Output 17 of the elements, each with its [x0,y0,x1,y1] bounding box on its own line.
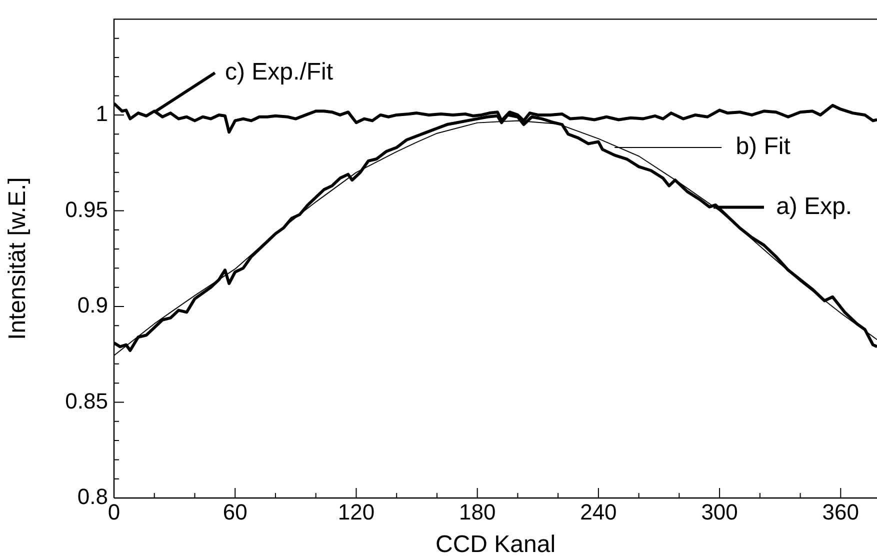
x-tick-label: 360 [822,499,860,524]
x-tick-label: 180 [458,499,496,524]
legend-label: b) Fit [736,133,791,160]
x-tick-label: 60 [222,499,248,524]
x-tick-label: 300 [701,499,738,524]
legend-label: a) Exp. [776,192,852,220]
y-axis-title: Intensität [w.E.] [4,177,32,340]
x-axis-title: CCD Kanal [435,531,556,558]
y-tick-label: 0.95 [65,196,108,222]
x-tick-label: 240 [580,499,617,524]
x-tick-label: 120 [338,499,375,524]
y-tick-label: 1 [96,101,108,126]
series-label: c) Exp./Fit [225,58,334,86]
x-tick-label: 0 [108,499,120,524]
y-tick-label: 0.9 [77,292,108,318]
y-tick-label: 0.85 [65,388,108,414]
y-tick-label: 0.8 [77,484,108,510]
